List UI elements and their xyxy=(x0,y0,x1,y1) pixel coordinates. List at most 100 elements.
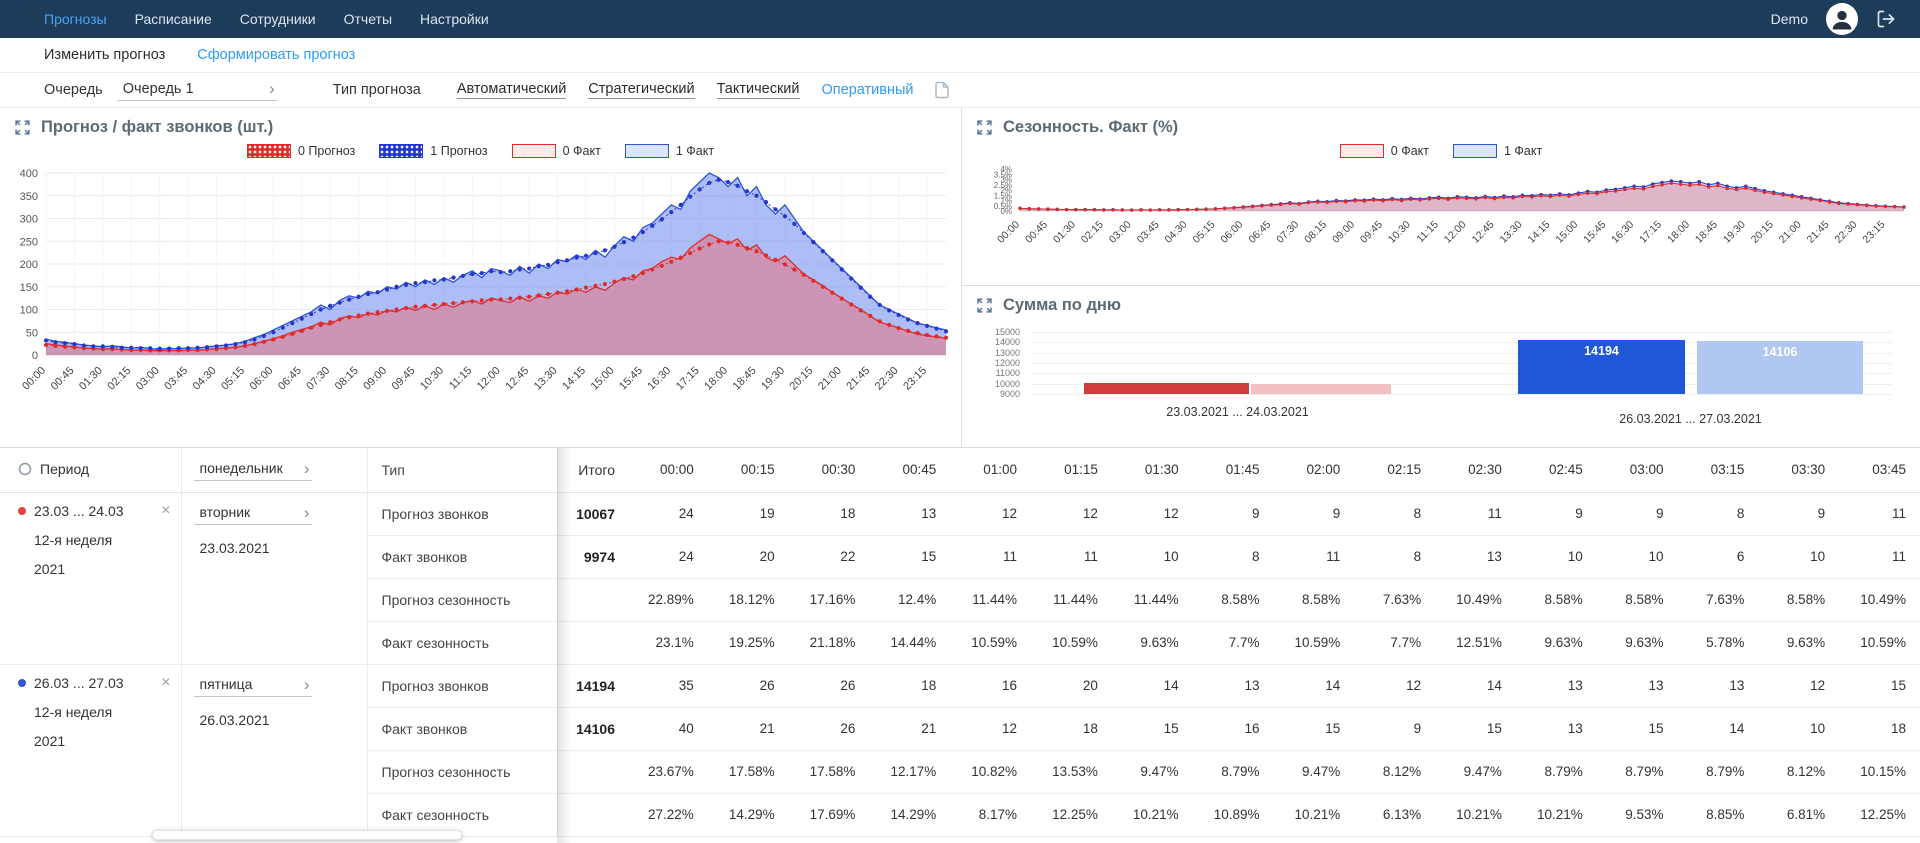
queue-select-value: Очередь 1 xyxy=(122,80,194,97)
value-cell: 14.29% xyxy=(707,793,789,837)
value-cell: 9.63% xyxy=(1111,621,1193,665)
value-cell: 9.63% xyxy=(1596,621,1678,665)
svg-text:12:45: 12:45 xyxy=(1470,219,1497,246)
time-column-header: 00:30 xyxy=(788,448,870,493)
svg-text:10:30: 10:30 xyxy=(418,365,446,393)
value-cell: 8.58% xyxy=(1758,578,1840,622)
y-axis-label: 11000 xyxy=(995,368,1020,379)
value-cell: 11 xyxy=(950,535,1032,579)
edit-forecast-button[interactable]: Изменить прогноз xyxy=(44,47,166,63)
value-cell: 12.51% xyxy=(1435,621,1516,665)
type-column-header: Тип xyxy=(367,448,558,493)
value-cell: 12 xyxy=(1031,492,1112,536)
y-axis-label: 12000 xyxy=(994,358,1020,368)
remove-period-button[interactable]: × xyxy=(161,673,171,691)
value-cell: 10 xyxy=(1515,535,1597,579)
legend-swatch xyxy=(624,144,669,158)
forecast-type-tactical[interactable]: Тактический xyxy=(716,81,800,99)
nav-reports[interactable]: Отчеты xyxy=(343,11,393,27)
legend-item[interactable]: 1 Прогноз xyxy=(379,144,488,158)
table-row: Прогноз сезонность 22.89% 18.12% 17.16% 12.4… xyxy=(0,578,1920,622)
value-cell: 17.69% xyxy=(788,793,870,837)
svg-text:02:15: 02:15 xyxy=(1079,219,1106,246)
value-cell: 9.47% xyxy=(1273,750,1355,794)
nav-settings[interactable]: Настройки xyxy=(420,11,489,27)
export-document-icon[interactable] xyxy=(933,81,951,99)
legend-item[interactable]: 0 Прогноз xyxy=(246,144,355,158)
logout-icon[interactable] xyxy=(1876,9,1896,29)
svg-text:15:00: 15:00 xyxy=(1553,219,1580,246)
value-cell: 10.21% xyxy=(1435,793,1516,837)
year-label: 2021 xyxy=(34,732,66,749)
nav-forecasts[interactable]: Прогнозы xyxy=(44,11,107,27)
forecast-type-strategic[interactable]: Стратегический xyxy=(588,81,695,99)
remove-period-button[interactable]: × xyxy=(161,501,171,519)
nav-schedule[interactable]: Расписание xyxy=(134,11,212,27)
time-column-header: 02:00 xyxy=(1273,448,1355,493)
week-label: 12-я неделя xyxy=(34,703,113,720)
value-cell: 10.59% xyxy=(1839,621,1920,665)
value-cell: 17.58% xyxy=(707,750,789,794)
legend-item[interactable]: 0 Факт xyxy=(511,144,601,158)
seasonality-panel: Сезонность. Факт (%) 0 Факт 1 Факт 4% 3.5%… xyxy=(962,108,1920,286)
forecast-type-automatic[interactable]: Автоматический xyxy=(456,81,567,99)
svg-text:22:30: 22:30 xyxy=(1833,219,1860,246)
value-cell: 21.18% xyxy=(788,621,870,665)
calls-panel-header: Прогноз / факт звонков (шт.) xyxy=(0,108,961,137)
nav-right: Demo xyxy=(1771,3,1896,35)
value-cell: 22.89% xyxy=(627,578,708,622)
svg-text:1.5%: 1.5% xyxy=(994,191,1012,200)
value-cell: 26 xyxy=(707,664,789,708)
time-column-header: 00:15 xyxy=(707,448,789,493)
day-of-week-select[interactable]: пятница › xyxy=(193,675,312,697)
value-cell: 14 xyxy=(1273,664,1355,708)
value-cell: 13 xyxy=(1515,707,1597,751)
value-cell: 14 xyxy=(1677,707,1759,751)
time-column-header: 03:45 xyxy=(1839,448,1920,493)
day-cell: вторник › 23.03.2021 xyxy=(181,492,368,665)
legend-item[interactable]: 0 Факт xyxy=(1339,144,1429,158)
svg-text:150: 150 xyxy=(20,282,38,294)
value-cell: 8 xyxy=(1354,535,1436,579)
expand-icon[interactable] xyxy=(976,297,993,314)
expand-icon[interactable] xyxy=(976,119,993,136)
time-column-header: 01:00 xyxy=(950,448,1032,493)
value-cell: 11.44% xyxy=(1111,578,1193,622)
svg-text:0.5%: 0.5% xyxy=(994,202,1012,211)
table-row: Факт звонков 9974 24 20 22 15 11 11 10 8 11 8 13 10 10… xyxy=(0,535,1920,579)
time-column-header: 02:45 xyxy=(1515,448,1597,493)
horizontal-scrollbar[interactable] xyxy=(152,830,462,840)
generate-forecast-button[interactable]: Сформировать прогноз xyxy=(197,47,356,63)
value-cell: 8.12% xyxy=(1354,750,1436,794)
value-cell: 13 xyxy=(1515,664,1597,708)
svg-text:18:45: 18:45 xyxy=(1693,219,1720,246)
svg-text:400: 400 xyxy=(20,168,38,180)
value-cell: 13 xyxy=(1192,664,1274,708)
svg-text:21:45: 21:45 xyxy=(1805,219,1832,246)
nav-employees[interactable]: Сотрудники xyxy=(239,11,316,27)
avatar[interactable] xyxy=(1826,3,1858,35)
svg-text:2.5%: 2.5% xyxy=(994,181,1012,190)
legend-item[interactable]: 1 Факт xyxy=(1453,144,1542,158)
legend-item[interactable]: 1 Факт xyxy=(624,144,714,158)
total-cell xyxy=(557,750,627,794)
forecast-type-operational[interactable]: Оперативный xyxy=(821,81,914,98)
gridline xyxy=(1032,363,1892,364)
svg-text:03:45: 03:45 xyxy=(162,365,190,393)
value-cell: 14.29% xyxy=(869,793,951,837)
value-cell: 11 xyxy=(1031,535,1112,579)
day-of-week-select[interactable]: вторник › xyxy=(193,503,312,525)
value-cell: 8.85% xyxy=(1677,793,1759,837)
expand-icon[interactable] xyxy=(14,119,31,136)
svg-text:20:15: 20:15 xyxy=(1749,219,1776,246)
base-day-select[interactable]: понедельник › xyxy=(193,459,312,481)
total-cell: 9974 xyxy=(557,535,627,579)
value-cell: 8.58% xyxy=(1515,578,1597,622)
svg-text:21:00: 21:00 xyxy=(816,365,844,393)
panel-title: Прогноз / факт звонков (шт.) xyxy=(41,118,274,136)
value-cell: 9.47% xyxy=(1435,750,1516,794)
value-cell: 11 xyxy=(1435,492,1516,536)
total-cell: 14194 xyxy=(557,664,627,708)
queue-select[interactable]: Очередь 1 › xyxy=(116,79,277,101)
value-cell: 26 xyxy=(788,707,870,751)
